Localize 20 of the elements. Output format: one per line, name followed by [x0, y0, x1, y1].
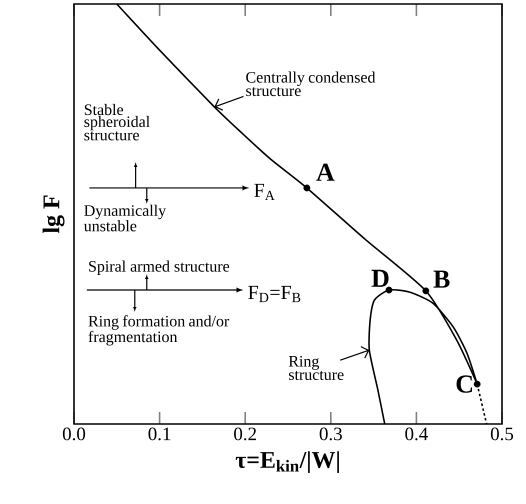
x-tick-label: 0.3 — [320, 428, 342, 440]
annotation: B — [433, 270, 450, 288]
annotation: D — [372, 270, 389, 287]
x-tick-label: 0.0 — [62, 428, 86, 440]
annotation: C — [456, 375, 472, 393]
annotation: Ring formation and/or fragmentation — [88, 315, 230, 346]
annotation: Spiral armed structure — [89, 260, 230, 275]
x-tick-label: 0.2 — [234, 428, 256, 440]
annotation: A — [316, 164, 335, 181]
annotation: Stable spheroidal structure — [84, 104, 150, 140]
annotation: Dynamically unstable — [84, 204, 166, 232]
y-axis-title: lg F — [42, 196, 64, 234]
x-tick-label: 0.1 — [148, 428, 170, 440]
annotation: Centrally condensed structure — [246, 71, 376, 96]
annotation: Ring structure — [288, 356, 344, 380]
annotation: F$_{D}$=F$_{B}$ — [248, 286, 300, 302]
x-tick-label: 0.4 — [405, 428, 428, 440]
x-tick-label: 0.5 — [490, 428, 514, 440]
x-axis-title: τ=E$_{kin}$/|W| — [236, 451, 339, 473]
annotation: F$_{A}$ — [254, 184, 275, 200]
